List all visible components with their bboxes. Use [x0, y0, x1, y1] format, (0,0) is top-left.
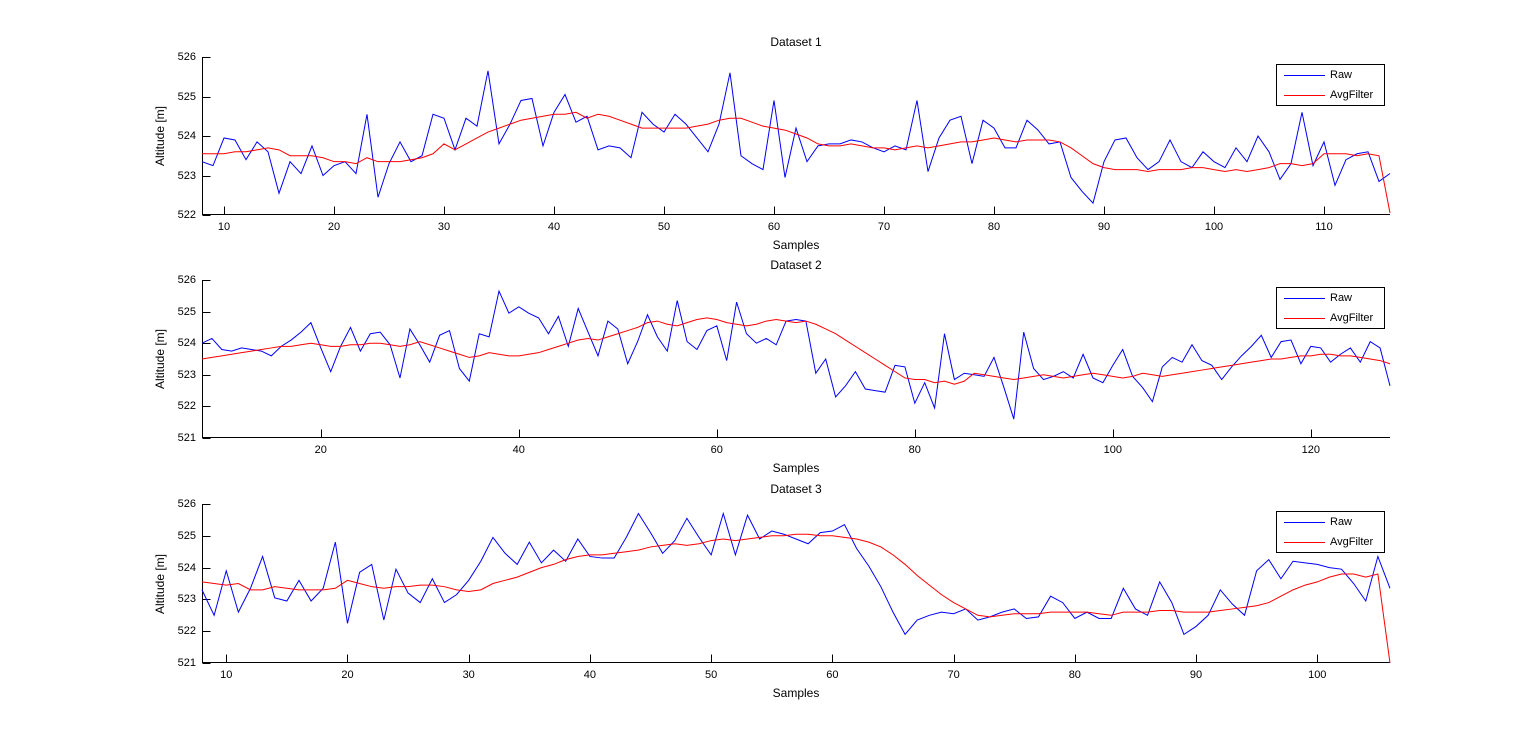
plot-canvas: [201, 504, 1391, 664]
avgfilter-line-swatch-icon: [1284, 94, 1325, 96]
y-tick-label: 521: [177, 432, 196, 444]
x-tick-label: 100: [1308, 669, 1327, 681]
x-tick-label: 80: [987, 221, 1001, 233]
plot-canvas: [201, 280, 1391, 439]
plot-title: Dataset 3: [770, 482, 822, 496]
x-tick-label: 50: [657, 221, 671, 233]
series-line-raw: [201, 70, 1391, 205]
x-tick-label: 20: [314, 444, 327, 456]
legend-label: AvgFilter: [1330, 535, 1374, 548]
x-tick-label: 50: [705, 669, 718, 681]
y-tick-label: 525: [177, 90, 196, 103]
x-tick-label: 40: [583, 669, 597, 681]
x-axis-label: Samples: [772, 461, 820, 475]
x-tick-label: 100: [1204, 221, 1224, 233]
plot-area: [201, 57, 1391, 216]
y-tick-label: 525: [177, 529, 196, 542]
axis-frame: [202, 504, 1390, 664]
x-tick-label: 10: [217, 221, 231, 233]
x-tick-label: 30: [437, 221, 451, 233]
series-line-avgfilter: [202, 111, 1391, 214]
x-tick-label: 20: [327, 221, 341, 233]
x-tick-label: 90: [1189, 669, 1203, 681]
y-tick-label: 523: [177, 169, 196, 182]
raw-line-swatch-icon: [1284, 521, 1325, 523]
series-line-avgfilter: [201, 317, 1391, 385]
x-tick-label: 60: [710, 444, 723, 456]
series-line-avgfilter: [201, 533, 1391, 664]
y-tick-label: 524: [177, 130, 196, 142]
y-tick-label: 522: [177, 209, 196, 221]
avgfilter-line-swatch-icon: [1284, 541, 1325, 543]
legend-label: Raw: [1330, 291, 1353, 304]
y-tick-label: 525: [177, 305, 196, 318]
series-line-raw: [201, 289, 1391, 420]
y-tick-label: 523: [177, 368, 196, 381]
x-tick-label: 60: [767, 221, 781, 233]
x-tick-label: 70: [947, 669, 960, 681]
legend-label: Raw: [1330, 515, 1353, 528]
x-tick-label: 60: [826, 669, 839, 681]
x-tick-label: 70: [877, 221, 891, 233]
x-tick-label: 90: [1097, 221, 1111, 233]
x-tick-label: 110: [1315, 221, 1333, 233]
y-tick-label: 526: [177, 498, 196, 510]
legend: Raw AvgFilter: [1276, 511, 1385, 553]
y-tick-label: 523: [177, 593, 196, 606]
y-tick-label: 522: [177, 625, 196, 638]
y-tick-label: 521: [177, 657, 196, 669]
plot-canvas: [201, 57, 1391, 216]
legend-entry-avgfilter: AvgFilter: [1277, 85, 1384, 105]
x-tick-label: 100: [1103, 444, 1122, 456]
plot-area: [201, 280, 1391, 439]
series-line-raw: [201, 511, 1391, 636]
legend-entry-raw: Raw: [1277, 288, 1384, 308]
x-tick-label: 20: [341, 669, 354, 681]
x-tick-label: 40: [547, 221, 561, 233]
axis-frame: [202, 280, 1390, 439]
y-tick-label: 526: [177, 274, 196, 286]
legend-entry-avgfilter: AvgFilter: [1277, 532, 1384, 552]
x-tick-label: 80: [1068, 669, 1081, 681]
legend: Raw AvgFilter: [1276, 64, 1385, 106]
avgfilter-line-swatch-icon: [1284, 317, 1325, 319]
plot-title: Dataset 1: [770, 35, 822, 49]
legend: Raw AvgFilter: [1276, 287, 1385, 329]
x-tick-label: 40: [512, 444, 525, 456]
plot-area: [201, 504, 1391, 664]
legend-label: Raw: [1330, 68, 1353, 81]
legend-label: AvgFilter: [1330, 311, 1374, 324]
x-tick-label: 10: [220, 669, 233, 681]
y-tick-label: 524: [177, 561, 196, 574]
y-tick-label: 524: [177, 337, 196, 350]
plot-title: Dataset 2: [770, 258, 822, 272]
x-tick-label: 120: [1301, 444, 1320, 456]
x-tick-label: 80: [908, 444, 921, 456]
x-axis-label: Samples: [772, 238, 820, 252]
legend-label: AvgFilter: [1330, 88, 1374, 101]
y-tick-label: 522: [177, 400, 196, 413]
raw-line-swatch-icon: [1284, 297, 1325, 299]
legend-entry-avgfilter: AvgFilter: [1277, 308, 1384, 328]
axis-frame: [202, 57, 1390, 216]
legend-entry-raw: Raw: [1277, 512, 1384, 532]
y-tick-label: 526: [177, 51, 196, 63]
legend-entry-raw: Raw: [1277, 65, 1384, 85]
raw-line-swatch-icon: [1284, 74, 1325, 76]
x-tick-label: 30: [462, 669, 475, 681]
x-axis-label: Samples: [772, 686, 820, 700]
